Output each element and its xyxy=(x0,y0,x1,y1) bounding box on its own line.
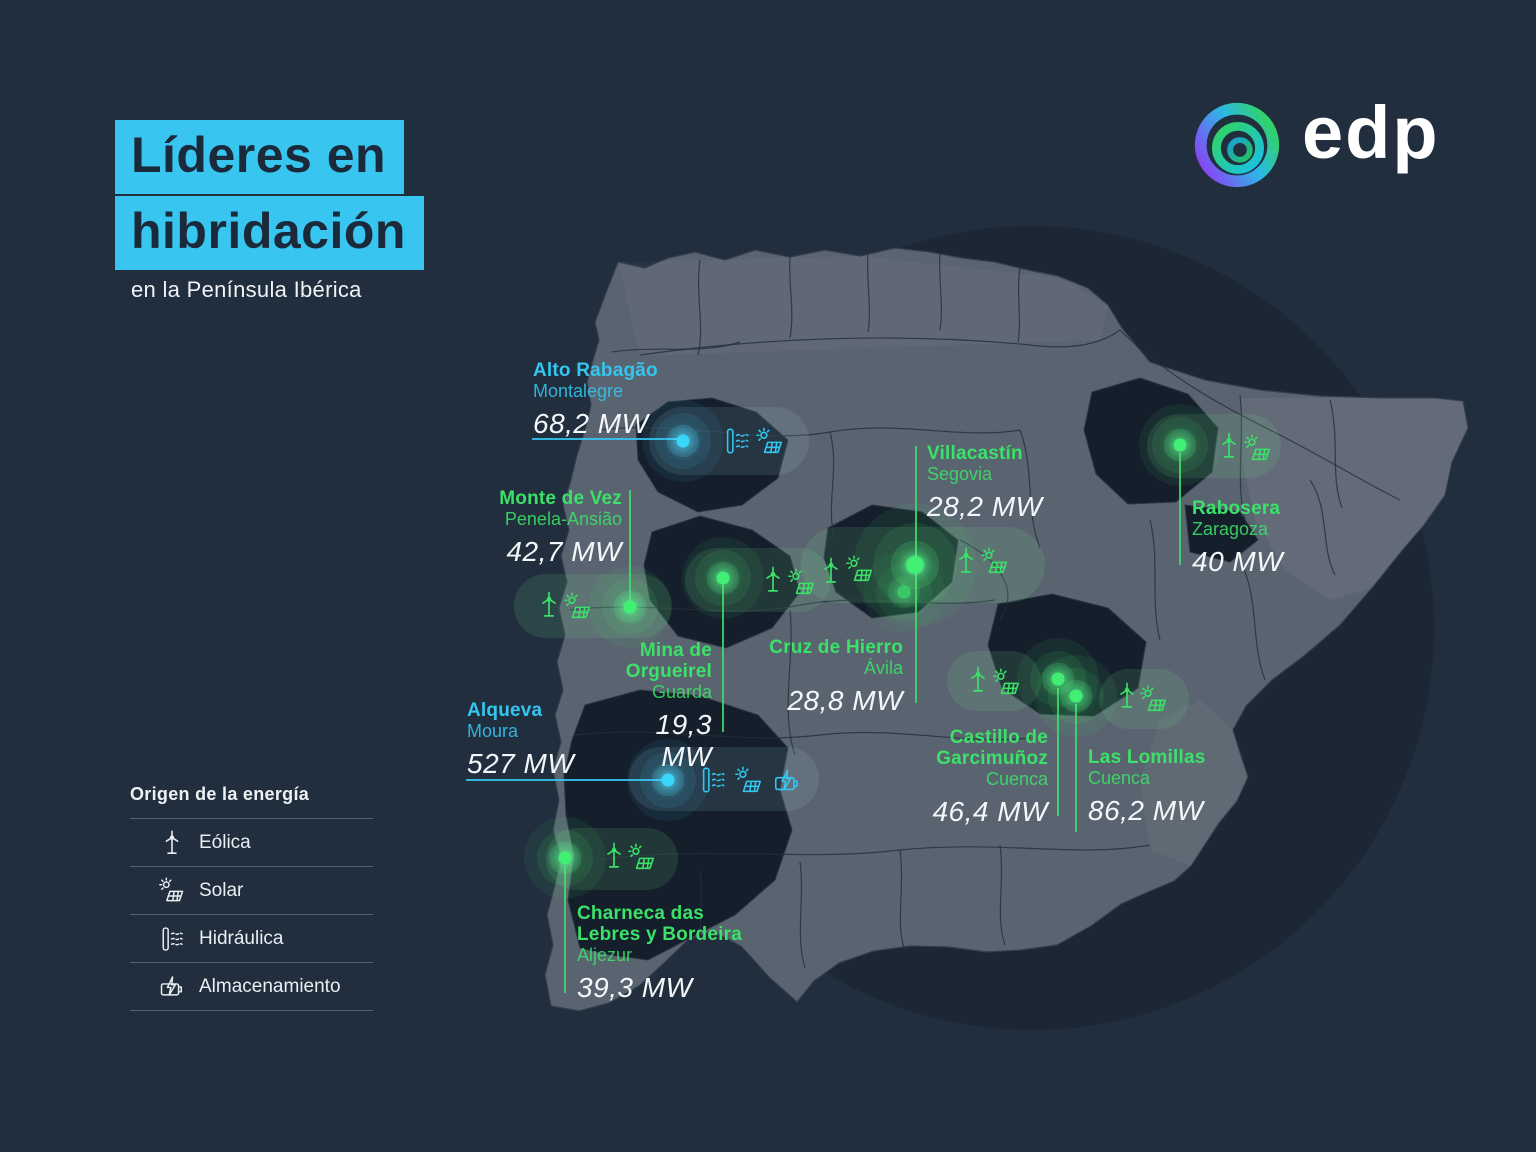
project-label-villacastin: Villacastín Segovia 28,2 MW xyxy=(927,443,1043,523)
project-label-mina-de-orgueirel: Mina de Orgueirel Guarda 19,3 MW xyxy=(602,640,712,773)
hydro-icon xyxy=(162,926,183,951)
project-label-monte-de-vez: Monte de Vez Penela-Ansião 42,7 MW xyxy=(442,488,622,568)
connector-monte-de-vez xyxy=(629,490,631,602)
wind-icon xyxy=(165,829,179,854)
storage-icon xyxy=(774,769,798,791)
legend-item-hidraulica: Hidráulica xyxy=(130,914,373,962)
project-label-cruz-de-hierro: Cruz de Hierro Ávila 28,8 MW xyxy=(763,637,903,717)
solar-icon xyxy=(788,568,815,595)
project-location: Cuenca xyxy=(1088,768,1151,788)
project-name: Alqueva xyxy=(467,700,543,721)
project-label-rabosera: Rabosera Zaragoza 40 MW xyxy=(1192,498,1283,578)
hydro-icon xyxy=(726,428,749,454)
storage-icon xyxy=(160,975,183,996)
wind-icon xyxy=(766,566,780,592)
wind-icon xyxy=(607,842,621,868)
project-name: Las Lomillas xyxy=(1088,747,1206,768)
edp-logo-text: edp xyxy=(1302,91,1440,174)
project-capacity: 39,3 MW xyxy=(577,972,693,1003)
solar-icon xyxy=(1244,434,1271,461)
connector-charneca xyxy=(564,866,566,993)
project-location: Cuenca xyxy=(985,769,1048,789)
wind-icon xyxy=(542,591,556,617)
project-name: Cruz de Hierro xyxy=(769,637,903,658)
solar-icon xyxy=(159,876,184,901)
connector-alqueva xyxy=(466,779,668,781)
solar-icon xyxy=(564,592,591,619)
legend-title: Origen de la energía xyxy=(130,784,310,804)
solar-icon xyxy=(1140,685,1167,712)
project-location: Zaragoza xyxy=(1192,519,1269,539)
connector-mina-de-orgueirel xyxy=(722,585,724,732)
project-location: Segovia xyxy=(927,464,993,484)
legend-item-eolica: Eólica xyxy=(130,818,373,866)
dark-region-zaragoza-south xyxy=(1184,504,1259,563)
connector-rabosera xyxy=(1179,453,1181,565)
project-location: Penela-Ansião xyxy=(504,509,622,529)
edp-logo-icon xyxy=(1194,102,1280,188)
project-capacity: 42,7 MW xyxy=(506,536,622,567)
legend-item-almacenamiento: Almacenamiento xyxy=(130,962,373,1011)
project-location: Moura xyxy=(467,721,519,741)
legend-item-solar: Solar xyxy=(130,866,373,914)
project-label-castillo-de-garcimunoz: Castillo de Garcimuñoz Cuenca 46,4 MW xyxy=(918,727,1048,828)
project-name: Charneca das Lebres y Bordeira xyxy=(577,903,742,945)
project-location: Guarda xyxy=(651,682,712,702)
wind-icon xyxy=(1120,682,1134,708)
solar-icon xyxy=(846,555,873,582)
project-label-las-lomillas: Las Lomillas Cuenca 86,2 MW xyxy=(1088,747,1206,827)
legend-label: Hidráulica xyxy=(199,927,284,949)
wind-icon xyxy=(959,547,973,573)
page-title-line1: Líderes en xyxy=(115,120,405,194)
solar-icon xyxy=(735,766,762,793)
project-capacity: 40 MW xyxy=(1192,546,1284,577)
project-location: Montalegre xyxy=(533,381,624,401)
project-label-alto-rabagao: Alto Rabagão Montalegre 68,2 MW xyxy=(533,360,658,440)
connector-alto-rabagao xyxy=(532,438,683,440)
solar-icon xyxy=(756,427,783,454)
connector-las-lomillas xyxy=(1075,704,1077,832)
solar-icon xyxy=(993,668,1020,695)
solar-icon xyxy=(628,843,655,870)
project-label-charneca: Charneca das Lebres y Bordeira Aljezur 3… xyxy=(577,903,772,1004)
project-location: Ávila xyxy=(863,658,903,678)
project-name: Castillo de Garcimuñoz xyxy=(936,727,1048,769)
connector-castillo xyxy=(1057,688,1059,816)
project-capacity: 19,3 MW xyxy=(655,709,712,772)
legend-label: Solar xyxy=(199,879,244,901)
project-location: Aljezur xyxy=(577,945,633,965)
project-capacity: 68,2 MW xyxy=(533,408,649,439)
page-title-line2: hibridación xyxy=(115,196,424,270)
project-capacity: 86,2 MW xyxy=(1088,795,1204,826)
project-capacity: 28,2 MW xyxy=(927,491,1043,522)
page-subtitle: en la Península Ibérica xyxy=(131,277,362,302)
energy-legend: Origen de la energía Eólica Solar Hidráu… xyxy=(130,784,373,1011)
legend-label: Eólica xyxy=(199,831,251,853)
solar-icon xyxy=(981,547,1008,574)
wind-icon xyxy=(1222,432,1236,458)
project-name: Mina de Orgueirel xyxy=(625,640,712,682)
connector-villacastin-cruz xyxy=(915,446,917,703)
wind-icon xyxy=(824,557,838,583)
project-capacity: 46,4 MW xyxy=(932,796,1048,827)
project-name: Villacastín xyxy=(927,443,1023,464)
legend-label: Almacenamiento xyxy=(199,975,341,997)
wind-icon xyxy=(971,666,985,692)
project-label-alqueva: Alqueva Moura 527 MW xyxy=(467,700,574,780)
project-capacity: 28,8 MW xyxy=(787,685,903,716)
project-name: Rabosera xyxy=(1192,498,1281,519)
project-name: Alto Rabagão xyxy=(533,360,658,381)
project-capacity: 527 MW xyxy=(467,748,575,779)
project-name: Monte de Vez xyxy=(499,488,622,509)
